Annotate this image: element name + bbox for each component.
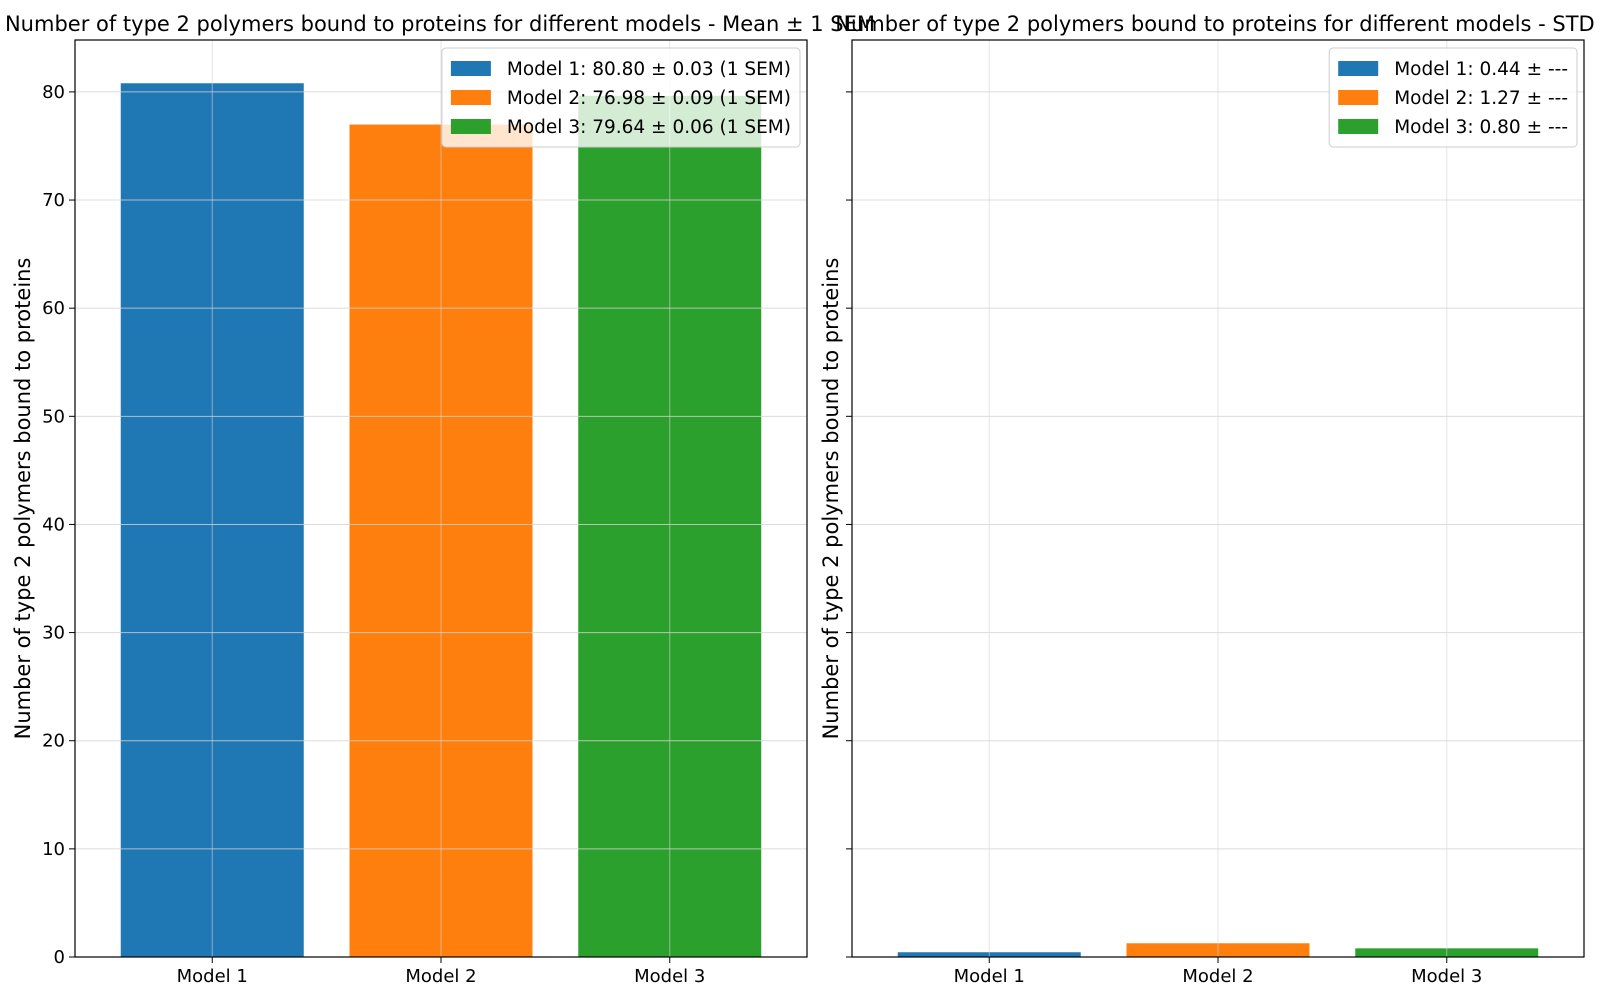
- y-tick-label: 20: [42, 731, 65, 752]
- y-tick-label: 50: [42, 406, 65, 427]
- legend-box: [441, 47, 801, 148]
- legend-entry: Model 1: 0.44 ± ---: [1394, 59, 1568, 80]
- y-tick-label: 0: [54, 947, 65, 968]
- y-tick-label: 70: [42, 190, 65, 211]
- x-tick-label: Model 3: [634, 966, 705, 987]
- legend: Model 1: 80.80 ± 0.03 (1 SEM) Model 2: 76…: [441, 47, 801, 148]
- chart-mean-sem: 0 10 20 30 40 50 60 70 80 Model 1 Model 2 Model 3 Nu…: [5, 12, 875, 987]
- y-axis-label: Number of type 2 polymers bound to prote…: [819, 258, 843, 740]
- chart-std: Model 1 Model 2 Model 3 Number of type 2 po…: [819, 12, 1595, 987]
- legend-entry: Model 3: 0.80 ± ---: [1394, 117, 1568, 138]
- legend-swatch: [450, 119, 491, 134]
- legend-entry: Model 2: 76.98 ± 0.09 (1 SEM): [507, 88, 791, 109]
- y-tick-label: 60: [42, 298, 65, 319]
- legend: Model 1: 0.44 ± --- Model 2: 1.27 ± --- Mo…: [1328, 47, 1578, 148]
- y-tick-label: 10: [42, 839, 65, 860]
- legend-box: [1328, 47, 1578, 148]
- x-tick-label: Model 2: [1182, 966, 1253, 987]
- legend-swatch: [450, 61, 491, 76]
- legend-entry: Model 1: 80.80 ± 0.03 (1 SEM): [507, 59, 791, 80]
- y-axis-label: Number of type 2 polymers bound to prote…: [11, 258, 35, 740]
- x-tick-label: Model 1: [954, 966, 1025, 987]
- x-tick-label: Model 2: [405, 966, 476, 987]
- legend-entry: Model 2: 1.27 ± ---: [1394, 88, 1568, 109]
- legend-entry: Model 3: 79.64 ± 0.06 (1 SEM): [507, 117, 791, 138]
- legend-swatch: [1338, 119, 1379, 134]
- y-tick-label: 80: [42, 82, 65, 103]
- chart-title: Number of type 2 polymers bound to prote…: [5, 12, 875, 36]
- legend-swatch: [1338, 90, 1379, 105]
- legend-swatch: [1338, 61, 1379, 76]
- chart-title: Number of type 2 polymers bound to prote…: [835, 12, 1594, 36]
- x-tick-label: Model 1: [177, 966, 248, 987]
- y-tick-label: 30: [42, 623, 65, 644]
- x-tick-label: Model 3: [1411, 966, 1482, 987]
- legend-swatch: [450, 90, 491, 105]
- y-tick-label: 40: [42, 514, 65, 535]
